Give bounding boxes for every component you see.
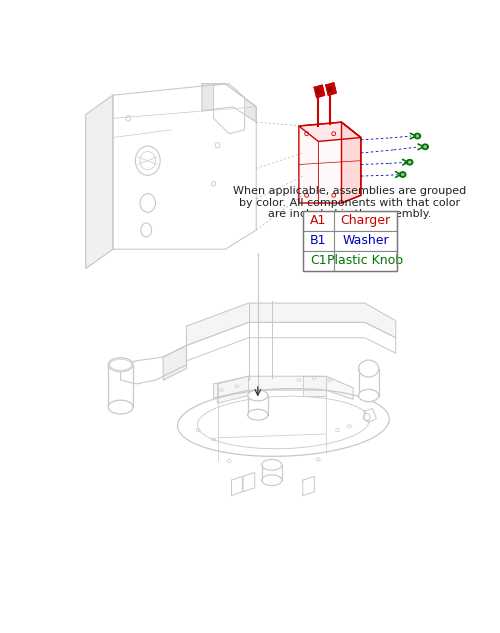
Ellipse shape: [316, 89, 320, 94]
Polygon shape: [178, 389, 390, 456]
Ellipse shape: [408, 161, 411, 163]
Text: C1: C1: [310, 254, 326, 267]
Polygon shape: [214, 376, 353, 399]
Polygon shape: [120, 346, 186, 384]
Bar: [303, 211, 398, 271]
Ellipse shape: [416, 135, 419, 137]
Polygon shape: [303, 376, 326, 396]
Ellipse shape: [262, 460, 282, 470]
Polygon shape: [113, 84, 256, 249]
Polygon shape: [314, 85, 324, 97]
Polygon shape: [342, 122, 361, 203]
Text: B1: B1: [310, 234, 326, 248]
Ellipse shape: [358, 389, 378, 402]
Ellipse shape: [406, 160, 413, 165]
Bar: [303, 211, 398, 231]
Polygon shape: [163, 346, 186, 380]
Ellipse shape: [358, 360, 378, 377]
Text: A1: A1: [310, 214, 326, 227]
Ellipse shape: [248, 390, 268, 401]
Ellipse shape: [400, 172, 406, 177]
Ellipse shape: [414, 134, 420, 139]
Ellipse shape: [364, 413, 370, 420]
Polygon shape: [218, 376, 248, 403]
Polygon shape: [86, 95, 113, 268]
Ellipse shape: [401, 173, 404, 176]
Bar: [303, 251, 398, 271]
Polygon shape: [186, 303, 396, 346]
Ellipse shape: [424, 146, 427, 148]
Bar: [303, 231, 398, 251]
Polygon shape: [214, 84, 244, 134]
Polygon shape: [303, 477, 314, 496]
Polygon shape: [232, 477, 242, 496]
Text: Charger: Charger: [340, 214, 390, 227]
Polygon shape: [243, 472, 254, 492]
Polygon shape: [326, 83, 336, 95]
Polygon shape: [299, 122, 361, 203]
Polygon shape: [202, 84, 256, 122]
Ellipse shape: [108, 400, 133, 414]
Polygon shape: [299, 122, 361, 141]
Ellipse shape: [422, 144, 428, 149]
Ellipse shape: [108, 358, 133, 372]
Text: Washer: Washer: [342, 234, 389, 248]
Text: Plastic Knob: Plastic Knob: [328, 254, 404, 267]
Ellipse shape: [328, 87, 332, 91]
Polygon shape: [186, 322, 396, 361]
Ellipse shape: [248, 410, 268, 420]
Polygon shape: [363, 408, 376, 422]
Text: When applicable, assemblies are grouped
by color. All components with that color: When applicable, assemblies are grouped …: [232, 186, 466, 219]
